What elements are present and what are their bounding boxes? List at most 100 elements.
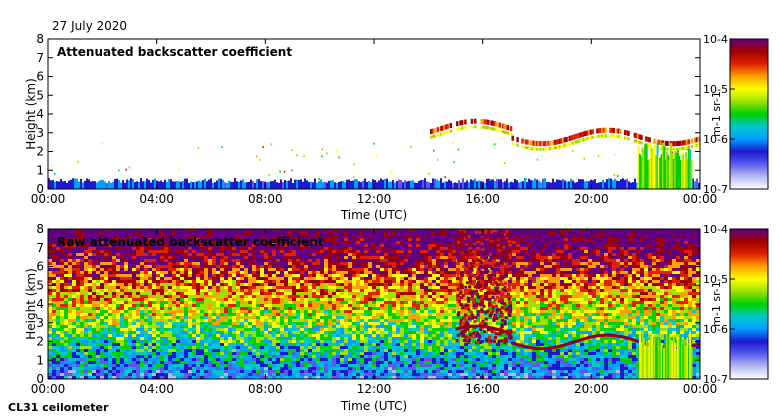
noise-cell <box>292 277 296 280</box>
noise-cell <box>176 334 180 337</box>
noise-cell <box>312 313 316 316</box>
noise-cell <box>164 346 168 349</box>
noise-cell <box>196 313 200 316</box>
noise-cell <box>292 286 296 289</box>
noise-cell <box>220 229 224 232</box>
noise-cell <box>268 271 272 274</box>
noise-cell <box>320 349 324 352</box>
noise-cell <box>344 283 348 286</box>
noise-cell <box>216 277 220 280</box>
noise-cell <box>292 331 296 334</box>
noise-cell <box>204 367 208 370</box>
noise-cell <box>52 283 56 286</box>
noise-cell <box>384 232 388 235</box>
noise-cell <box>160 337 164 340</box>
noise-cell <box>320 334 324 337</box>
cloud-cell <box>694 144 697 148</box>
noise-cell <box>92 355 96 358</box>
noise-cell <box>140 337 144 340</box>
noise-cell <box>184 289 188 292</box>
noise-cell <box>260 274 264 277</box>
aerosol-cell <box>390 181 392 189</box>
rain-cell <box>680 152 683 189</box>
noise-cell <box>356 235 360 238</box>
aerosol-cell <box>200 181 202 189</box>
noise-cell <box>244 310 248 313</box>
aerosol-cell <box>256 179 258 189</box>
noise-cell <box>132 283 136 286</box>
noise-cell <box>264 355 268 358</box>
noise-cell <box>56 229 60 232</box>
noise-cell <box>152 352 156 355</box>
noise-cell <box>176 346 180 349</box>
noise-cell <box>256 367 260 370</box>
noise-cell <box>300 289 304 292</box>
noise-cell <box>220 328 224 331</box>
noise-cell <box>76 331 80 334</box>
rain-cell <box>679 160 682 189</box>
noise-cell <box>384 367 388 370</box>
noise-cell <box>152 328 156 331</box>
cloud-cell <box>555 146 558 150</box>
aerosol-cell <box>510 181 512 189</box>
noise-cell <box>136 328 140 331</box>
noise-cell <box>328 367 332 370</box>
noise-cell <box>248 358 252 361</box>
noise-cell <box>208 328 212 331</box>
noise-cell <box>220 346 224 349</box>
aerosol-cell <box>306 180 308 189</box>
noise-cell <box>364 280 368 283</box>
noise-cell <box>220 295 224 298</box>
aerosol-cell <box>346 179 348 189</box>
noise-cell <box>256 343 260 346</box>
noise-cell <box>208 307 212 310</box>
noise-cell <box>268 229 272 232</box>
noise-cell <box>232 238 236 241</box>
aerosol-cell <box>262 181 264 189</box>
noise-cell <box>320 292 324 295</box>
noise-cell <box>196 298 200 301</box>
noise-cell <box>172 253 176 256</box>
noise-cell <box>256 274 260 277</box>
noise-cell <box>340 319 344 322</box>
noise-cell <box>76 301 80 304</box>
noise-cell <box>352 283 356 286</box>
noise-cell <box>80 331 84 334</box>
noise-cell <box>184 256 188 259</box>
noise-cell <box>180 262 184 265</box>
aerosol-cell <box>380 178 382 189</box>
noise-cell <box>252 370 256 373</box>
noise-cell <box>176 253 180 256</box>
noise-cell <box>192 352 196 355</box>
cloud-cell <box>666 140 669 146</box>
noise-cell <box>152 319 156 322</box>
noise-cell <box>80 361 84 364</box>
noise-cell <box>104 319 108 322</box>
noise-cell <box>124 304 128 307</box>
aerosol-cell <box>444 181 446 189</box>
noise-cell <box>112 247 116 250</box>
noise-cell <box>156 373 160 376</box>
rain-cell <box>686 159 689 189</box>
noise-cell <box>312 253 316 256</box>
noise-cell <box>144 283 148 286</box>
noise-cell <box>308 271 312 274</box>
noise-cell <box>292 313 296 316</box>
aerosol-cell <box>82 182 84 189</box>
noise-cell <box>324 280 328 283</box>
noise-cell <box>68 301 72 304</box>
noise-cell <box>188 271 192 274</box>
noise-cell <box>320 328 324 331</box>
aerosol-cell <box>138 181 140 189</box>
noise-cell <box>132 268 136 271</box>
noise-cell <box>252 346 256 349</box>
noise-cell <box>372 355 376 358</box>
speckle <box>583 157 586 160</box>
noise-cell <box>300 373 304 376</box>
noise-cell <box>268 292 272 295</box>
aerosol-cell <box>314 178 316 189</box>
cloud-cell <box>485 119 488 125</box>
noise-cell <box>360 307 364 310</box>
noise-cell <box>208 352 212 355</box>
noise-cell <box>48 316 52 319</box>
